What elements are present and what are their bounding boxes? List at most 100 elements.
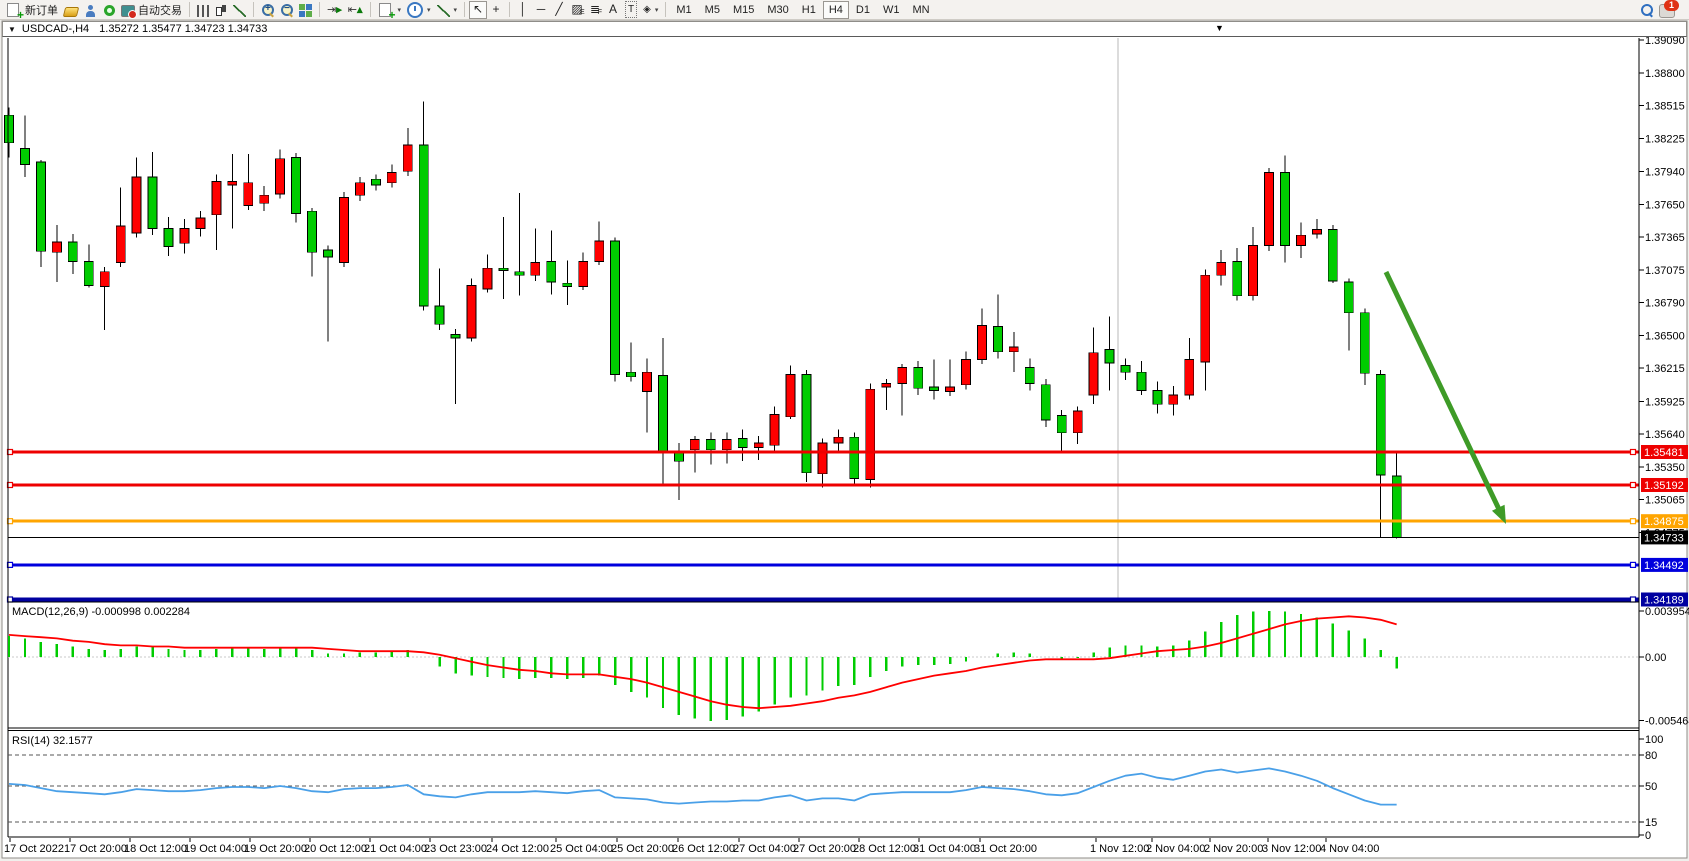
timeframe-d1[interactable]: D1	[850, 1, 876, 19]
date-label: 2 Nov 04:00	[1146, 843, 1205, 855]
trendline-button[interactable]: ╱	[550, 1, 568, 19]
new-order-button[interactable]: 新订单	[3, 1, 61, 22]
price-tick-label: 1.35925	[1645, 396, 1685, 408]
candle-body	[913, 367, 924, 389]
search-button[interactable]	[1637, 1, 1656, 19]
price-tick-label: 1.39090	[1645, 35, 1685, 47]
candle-body	[1280, 172, 1290, 246]
text-label-icon: T	[625, 1, 638, 18]
timeframe-w1[interactable]: W1	[877, 1, 906, 19]
hline-handle[interactable]	[1629, 518, 1637, 525]
candle-body	[115, 225, 126, 264]
profile-button[interactable]	[81, 1, 100, 19]
candle-body	[1232, 261, 1243, 297]
trend-arrow-line[interactable]	[1383, 270, 1504, 517]
macd-tick-label: 0.003954	[1645, 606, 1689, 618]
separator	[253, 2, 254, 17]
timeframe-mn[interactable]: MN	[906, 1, 935, 19]
candlestick-chart-button[interactable]	[212, 1, 230, 19]
new-chart-icon	[378, 3, 396, 22]
auto-trading-button[interactable]: 自动交易	[118, 1, 185, 19]
zoom-out-button[interactable]: −	[277, 1, 296, 19]
candle-body	[1248, 245, 1258, 297]
candle-body	[147, 176, 158, 229]
date-label: 18 Oct 12:00	[124, 843, 187, 855]
timeframe-h1[interactable]: H1	[796, 1, 822, 19]
hline-handle[interactable]	[1629, 481, 1637, 489]
date-label: 24 Oct 12:00	[486, 843, 549, 855]
chart-window-frame	[1, 20, 1688, 859]
date-label: 17 Oct 2022	[4, 843, 64, 855]
caret-icon: ▾	[397, 6, 402, 14]
zoom-in-button[interactable]: +	[258, 1, 277, 19]
arrows-icon: ◈	[643, 4, 651, 15]
hline-handle[interactable]	[1629, 561, 1637, 569]
trendline-icon: ╱	[555, 2, 563, 16]
timeframe-m30[interactable]: M30	[761, 1, 794, 19]
chart-menu-icon[interactable]: ▼	[8, 24, 16, 34]
hline-handle[interactable]	[1629, 596, 1637, 603]
fibonacci-button[interactable]: ≣ F	[586, 1, 604, 19]
date-label: 23 Oct 23:00	[424, 843, 487, 855]
horizontal-line-button[interactable]: ─	[532, 1, 550, 19]
candle-body	[961, 359, 971, 386]
vertical-line-button[interactable]: │	[514, 1, 532, 19]
candle-body	[977, 324, 987, 361]
candle-body	[482, 267, 493, 290]
candle-body	[1024, 367, 1035, 385]
auto-scroll-button[interactable]: ⇥▸	[324, 1, 345, 19]
zoom-in-icon: +	[261, 3, 274, 16]
timeframe-h4[interactable]: H4	[822, 0, 849, 19]
chart-titlebar[interactable]: ▼ USDCAD-,H4 1.35272 1.35477 1.34723 1.3…	[2, 21, 1687, 37]
candle-body	[1056, 415, 1067, 434]
channel-button[interactable]: ▨ E	[568, 1, 586, 19]
price-badge-label: 1.34492	[1644, 560, 1684, 572]
bar-chart-button[interactable]	[194, 1, 212, 19]
timeframe-m15[interactable]: M15	[727, 1, 760, 19]
candle-body	[4, 114, 14, 144]
text-button[interactable]: A	[604, 1, 622, 19]
chat-button[interactable]: 1	[1656, 0, 1679, 19]
candle-body	[179, 227, 190, 244]
hline-handle[interactable]	[1629, 448, 1637, 456]
candle-body	[323, 249, 333, 258]
signals-button[interactable]	[100, 1, 118, 19]
candle-body	[20, 148, 30, 165]
price-tick-label: 1.36790	[1645, 298, 1685, 310]
candle-body	[769, 414, 780, 446]
tile-windows-button[interactable]	[296, 1, 315, 19]
cursor-button[interactable]: ↖	[469, 0, 488, 19]
date-label: 19 Oct 20:00	[244, 843, 307, 855]
candle-body	[993, 326, 1003, 353]
text-label-button[interactable]: T	[622, 1, 640, 19]
bar-chart-icon	[197, 4, 209, 17]
templates-button[interactable]: ▾	[434, 1, 461, 19]
chart-caret-icon[interactable]: ▼	[1215, 23, 1224, 33]
market-button[interactable]	[61, 1, 81, 19]
price-tick-label: 1.35640	[1645, 429, 1685, 441]
chart-shift-icon: ⇤▴	[347, 4, 363, 16]
date-label: 26 Oct 12:00	[672, 843, 735, 855]
chart-shift-button[interactable]: ⇤▴	[345, 1, 366, 19]
timeframe-m5[interactable]: M5	[699, 1, 726, 19]
crosshair-button[interactable]: +	[487, 1, 505, 19]
timeframe-m1[interactable]: M1	[670, 1, 697, 19]
template-icon	[436, 4, 450, 17]
price-badge-label: 1.35192	[1644, 480, 1684, 492]
rsi-tick-label: 50	[1645, 781, 1657, 793]
trend-arrow-head[interactable]	[1491, 504, 1506, 524]
period-button[interactable]: ▾	[404, 1, 434, 19]
date-label: 19 Oct 04:00	[184, 843, 247, 855]
arrows-button[interactable]: ◈ ▾	[640, 1, 661, 19]
trend-arrow[interactable]	[1383, 270, 1506, 524]
candle-body	[99, 271, 110, 287]
candle-body	[817, 442, 828, 475]
line-chart-button[interactable]	[230, 1, 249, 19]
price-tick-label: 1.37075	[1645, 265, 1685, 277]
price-badge-label: 1.34733	[1644, 532, 1684, 544]
macd-tick-label: -0.005464	[1645, 716, 1689, 728]
new-chart-button[interactable]: ▾	[375, 1, 405, 22]
price-badge	[1641, 445, 1688, 459]
line-chart-icon	[233, 4, 246, 17]
